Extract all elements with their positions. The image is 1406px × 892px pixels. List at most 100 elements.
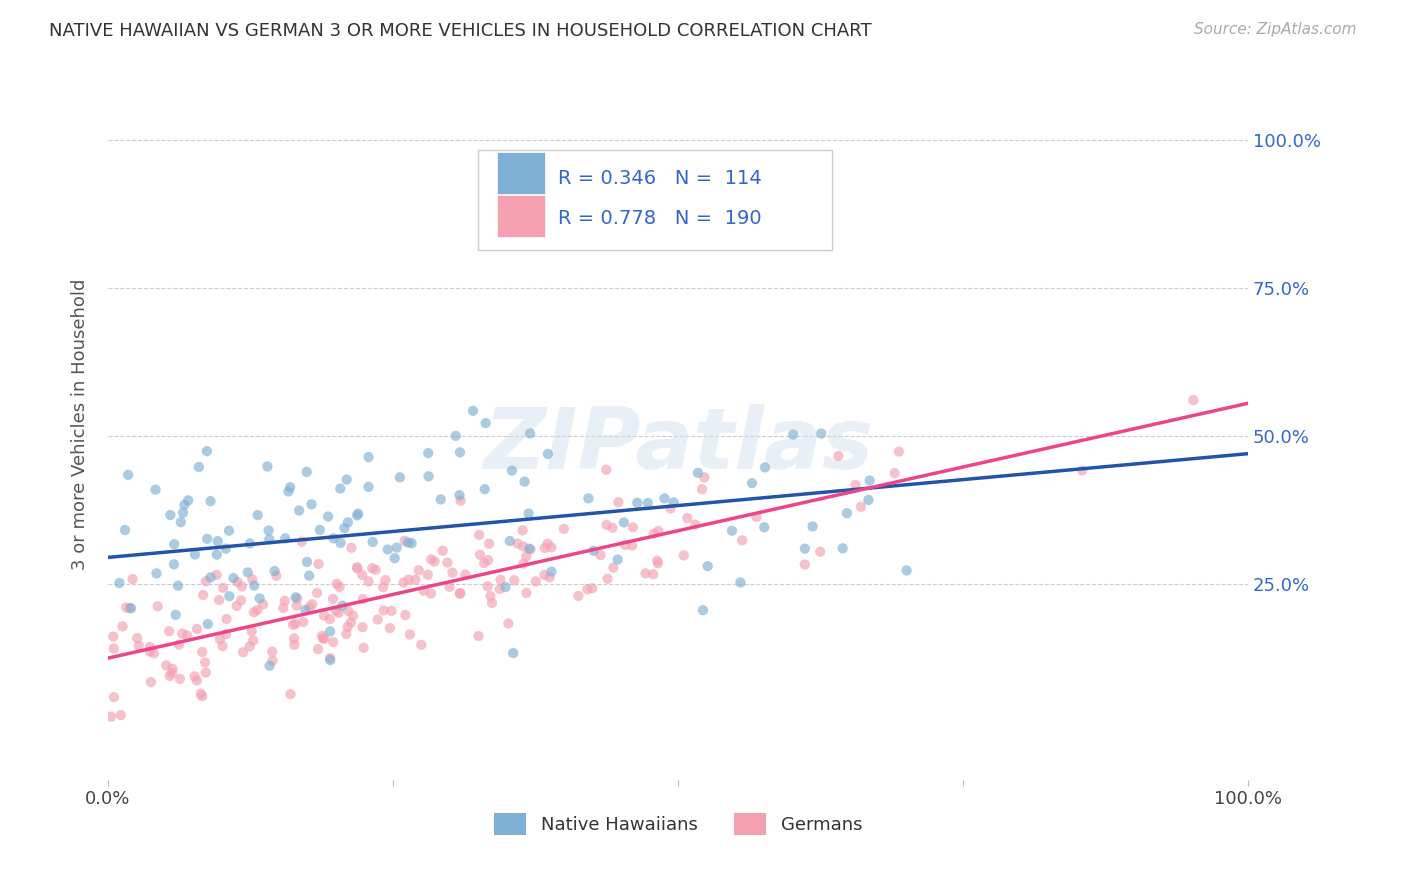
Point (519, 542, 541, 557)
Point (602, 521, 624, 535)
Point (159, 669, 181, 683)
Point (754, 460, 776, 475)
Text: R = 0.346   N =  114: R = 0.346 N = 114 (558, 169, 762, 188)
Point (246, 603, 269, 617)
Point (467, 629, 489, 643)
Point (367, 612, 389, 626)
Point (481, 596, 503, 610)
Point (347, 507, 370, 521)
Point (896, 564, 918, 578)
Point (319, 612, 342, 626)
Point (346, 508, 368, 523)
Point (444, 429, 467, 443)
Point (319, 624, 342, 639)
Point (167, 579, 190, 593)
Point (883, 466, 905, 480)
Point (693, 470, 716, 484)
Point (731, 533, 754, 548)
Point (540, 565, 562, 579)
Point (517, 541, 540, 556)
Point (184, 548, 207, 562)
Point (172, 626, 194, 640)
Point (186, 622, 208, 636)
Point (1182, 393, 1205, 408)
Point (634, 566, 657, 581)
Point (186, 673, 208, 688)
Point (283, 632, 305, 646)
Point (858, 492, 880, 507)
Point (215, 627, 238, 641)
Point (307, 642, 329, 657)
Point (146, 599, 169, 614)
Point (159, 508, 181, 522)
Point (361, 535, 384, 549)
Point (478, 536, 501, 550)
Point (436, 556, 458, 570)
FancyBboxPatch shape (496, 195, 544, 237)
Point (517, 507, 540, 521)
Point (172, 506, 194, 520)
Point (782, 427, 804, 442)
Point (165, 607, 187, 622)
Point (793, 541, 815, 556)
Point (187, 460, 209, 475)
Point (340, 541, 363, 555)
Point (477, 579, 499, 593)
Point (567, 589, 589, 603)
Point (262, 654, 284, 668)
Point (595, 463, 617, 477)
Point (295, 465, 318, 479)
Point (295, 555, 318, 569)
Point (332, 599, 354, 613)
Point (808, 544, 831, 558)
Point (647, 524, 669, 538)
Point (377, 542, 399, 557)
Point (195, 532, 218, 546)
Point (167, 638, 190, 652)
Point (686, 466, 709, 480)
Point (195, 444, 218, 458)
Point (489, 573, 512, 587)
Point (449, 586, 471, 600)
Point (831, 541, 853, 556)
Point (647, 556, 669, 570)
Legend: Native Hawaiians, Germans: Native Hawaiians, Germans (494, 813, 862, 835)
Text: NATIVE HAWAIIAN VS GERMAN 3 OR MORE VEHICLES IN HOUSEHOLD CORRELATION CHART: NATIVE HAWAIIAN VS GERMAN 3 OR MORE VEHI… (49, 22, 872, 40)
Point (207, 534, 229, 549)
Point (512, 557, 534, 571)
Point (502, 646, 524, 660)
Point (249, 591, 271, 606)
Point (540, 541, 562, 555)
Point (533, 568, 555, 582)
Point (488, 582, 510, 596)
Point (274, 531, 297, 545)
Point (322, 635, 344, 649)
Point (696, 559, 718, 574)
Text: R = 0.778   N =  190: R = 0.778 N = 190 (558, 210, 762, 228)
Point (472, 556, 495, 570)
Point (325, 604, 347, 618)
Point (283, 638, 305, 652)
Point (512, 524, 534, 538)
Point (595, 517, 617, 532)
Point (432, 543, 454, 558)
Point (115, 600, 138, 615)
Point (114, 523, 136, 537)
Point (533, 541, 555, 555)
Point (200, 494, 222, 508)
Point (495, 580, 517, 594)
Point (118, 601, 141, 615)
Point (342, 608, 364, 623)
Point (810, 426, 832, 441)
Point (197, 617, 219, 632)
Point (404, 573, 426, 587)
Point (479, 589, 502, 603)
Point (589, 548, 612, 562)
Point (301, 497, 323, 511)
Point (183, 669, 205, 683)
Point (754, 520, 776, 534)
Point (176, 628, 198, 642)
Point (373, 603, 395, 617)
Point (676, 511, 699, 525)
Point (252, 598, 274, 612)
